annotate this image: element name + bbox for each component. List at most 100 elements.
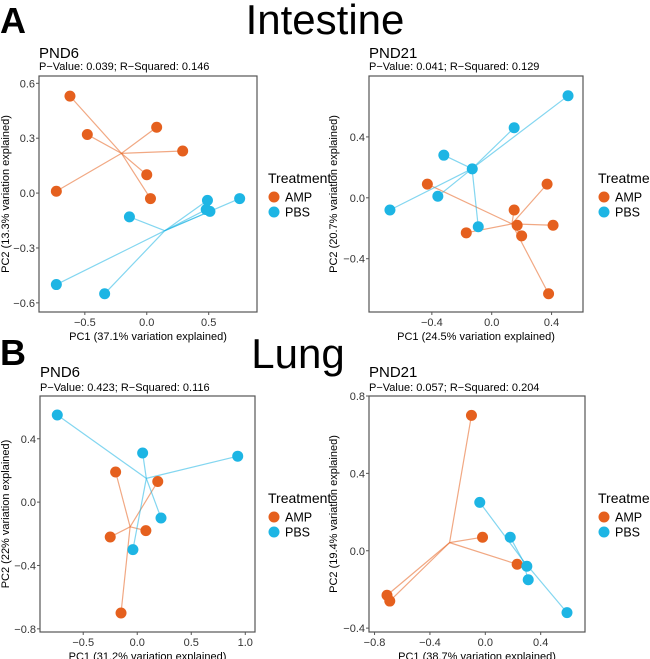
y-tick-label: −0.4 — [343, 254, 365, 266]
y-tick-label: 0.4 — [21, 434, 36, 446]
x-tick-label: 0.5 — [184, 637, 199, 649]
centroid-line-pbs — [479, 502, 523, 561]
x-tick-label: 0.0 — [130, 637, 145, 649]
point-amp — [110, 466, 122, 478]
point-amp — [465, 409, 477, 421]
y-tick-label: 0.3 — [20, 133, 35, 145]
legend-label-amp: AMP — [615, 191, 642, 205]
legend-label-amp: AMP — [615, 511, 642, 525]
point-amp — [421, 178, 433, 190]
point-pbs — [204, 205, 216, 217]
point-pbs — [50, 279, 62, 291]
legend-label-amp: AMP — [285, 191, 312, 205]
centroid-line-amp — [449, 536, 483, 544]
centroid-line-pbs — [471, 95, 569, 170]
panel-title: PND21 — [369, 364, 417, 381]
centroid-line-amp — [129, 481, 159, 528]
y-tick-label: 0.8 — [350, 391, 365, 403]
panel-title: PND21 — [369, 45, 417, 62]
point-pbs — [232, 450, 244, 462]
x-tick-label: 0.0 — [139, 317, 154, 329]
centroid-line-pbs — [146, 455, 238, 479]
centroid-line-amp — [427, 183, 513, 225]
point-amp — [543, 288, 555, 300]
legend-marker-amp — [268, 191, 280, 203]
point-pbs — [438, 149, 450, 161]
y-tick-label: 0.4 — [350, 132, 365, 144]
point-amp — [104, 531, 116, 543]
point-pbs — [234, 193, 246, 205]
legend-label-amp: AMP — [285, 511, 312, 525]
x-tick-label: 1.0 — [238, 637, 253, 649]
y-tick-label: −0.4 — [14, 560, 36, 572]
point-pbs — [466, 163, 478, 175]
point-amp — [152, 476, 164, 488]
centroid-line-amp — [120, 526, 131, 614]
centroid-line-pbs — [132, 478, 147, 550]
plot-area — [368, 395, 586, 633]
point-pbs — [384, 204, 396, 216]
point-amp — [460, 227, 472, 239]
y-tick-label: −0.4 — [343, 623, 365, 635]
point-amp — [177, 145, 189, 157]
y-tick-label: 0.6 — [20, 78, 35, 90]
legend-title: Treatment — [268, 490, 331, 506]
point-pbs — [201, 194, 213, 206]
centroid-line-amp — [511, 183, 548, 225]
centroid-line-pbs — [164, 199, 208, 232]
centroid-line-amp — [386, 542, 450, 596]
centroid-line-amp — [448, 415, 473, 543]
y-tick-label: −0.6 — [13, 298, 35, 310]
x-tick-label: −0.5 — [72, 637, 94, 649]
point-pbs — [521, 560, 533, 572]
point-amp — [140, 525, 152, 537]
centroid-line-amp — [121, 150, 183, 154]
point-pbs — [137, 447, 149, 459]
y-tick-label: 0.0 — [350, 193, 365, 205]
panel-label-b: B — [0, 332, 26, 373]
panel-subtitle: P−Value: 0.057; R−Squared: 0.204 — [369, 382, 539, 394]
point-amp — [151, 121, 163, 133]
legend-label-pbs: PBS — [615, 206, 640, 220]
point-pbs — [472, 221, 484, 233]
y-axis-title: PC2 (19.4% variation explained) — [328, 435, 340, 593]
point-pbs — [123, 211, 135, 223]
point-pbs — [504, 531, 516, 543]
point-amp — [115, 607, 127, 619]
point-pbs — [508, 122, 520, 134]
legend-title: Treatment — [598, 490, 650, 506]
point-amp — [511, 558, 523, 570]
x-tick-label: 0.4 — [533, 637, 548, 649]
x-tick-label: 0.4 — [544, 317, 559, 329]
section-title-intestine: Intestine — [246, 0, 405, 43]
point-pbs — [561, 607, 573, 619]
centroid-line-pbs — [104, 230, 166, 295]
centroid-line-pbs — [56, 414, 147, 479]
legend-marker-pbs — [268, 526, 280, 538]
panel-subtitle: P−Value: 0.039; R−Squared: 0.146 — [39, 61, 209, 73]
point-amp — [541, 178, 553, 190]
legend-marker-pbs — [598, 526, 610, 538]
point-amp — [516, 230, 528, 242]
point-amp — [64, 90, 76, 102]
x-axis-title: PC1 (31.2% variation explained) — [69, 651, 227, 659]
centroid-line-amp — [56, 152, 122, 192]
y-axis-title: PC2 (22% variation explained) — [0, 440, 12, 589]
centroid-line-pbs — [164, 198, 240, 232]
legend-label-pbs: PBS — [285, 526, 310, 540]
point-pbs — [474, 496, 486, 508]
x-axis-title: PC1 (38.7% variation explained) — [398, 651, 556, 659]
y-tick-label: 0.0 — [350, 546, 365, 558]
x-tick-label: 0.5 — [201, 317, 216, 329]
centroid-line-pbs — [145, 478, 162, 519]
legend-marker-amp — [598, 511, 610, 523]
point-amp — [144, 193, 156, 205]
point-amp — [384, 595, 396, 607]
y-tick-label: −0.3 — [13, 243, 35, 255]
centroid-line-pbs — [389, 168, 473, 211]
y-tick-label: −0.8 — [14, 624, 36, 636]
y-tick-label: 0.0 — [20, 188, 35, 200]
